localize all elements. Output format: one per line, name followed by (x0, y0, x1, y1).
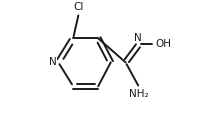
Text: NH₂: NH₂ (129, 89, 148, 99)
Text: N: N (134, 33, 141, 43)
Text: Cl: Cl (73, 2, 84, 12)
Text: N: N (49, 57, 56, 67)
Text: OH: OH (154, 39, 170, 49)
